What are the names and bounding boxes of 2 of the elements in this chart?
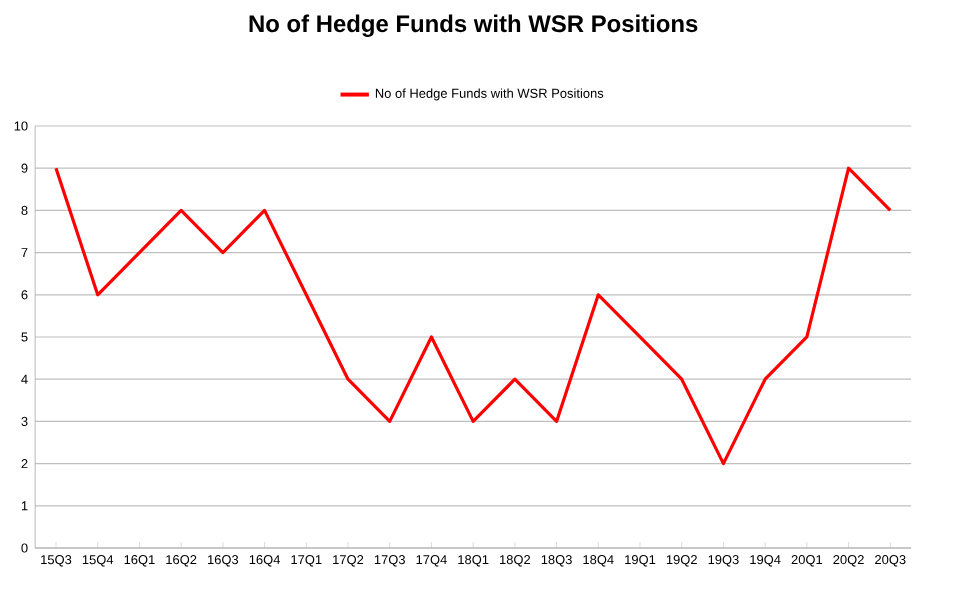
line-series <box>54 166 892 466</box>
chart-title: No of Hedge Funds with WSR Positions <box>249 14 698 37</box>
